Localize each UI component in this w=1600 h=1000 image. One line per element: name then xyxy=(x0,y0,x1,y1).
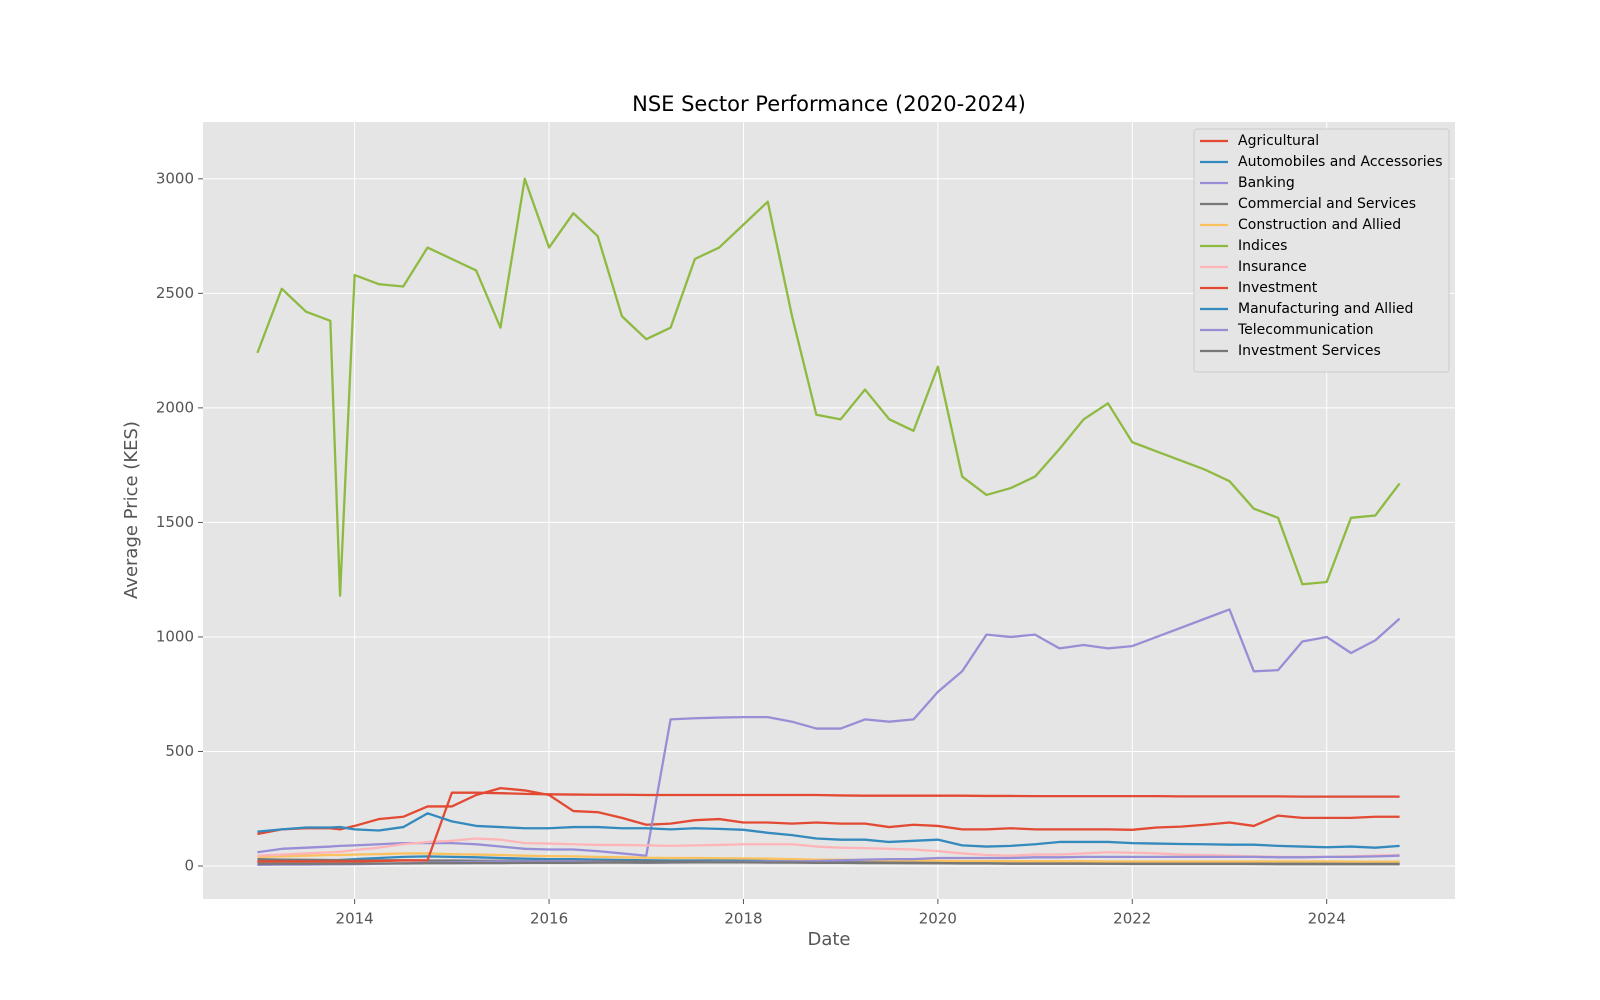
chart-title: NSE Sector Performance (2020-2024) xyxy=(632,92,1026,116)
legend: Agricultural Automobiles and Accessories B… xyxy=(1193,128,1450,373)
x-axis-label: Date xyxy=(807,929,850,950)
legend-label: Telecommunication xyxy=(1237,322,1374,338)
series-line xyxy=(257,791,1400,863)
y-tick-label: 2500 xyxy=(156,284,194,302)
legend-label: Insurance xyxy=(1238,259,1307,275)
y-tick-label: 0 xyxy=(184,857,194,875)
legend-label: Investment xyxy=(1238,280,1318,296)
y-tick-label: 500 xyxy=(165,742,194,760)
legend-label: Commercial and Services xyxy=(1238,196,1416,212)
x-tick-label: 2016 xyxy=(530,910,568,928)
y-axis-label: Average Price (KES) xyxy=(121,421,142,599)
legend-label: Banking xyxy=(1238,175,1295,191)
series-line xyxy=(257,852,1400,863)
series-line xyxy=(257,786,1400,836)
legend-label: Automobiles and Accessories xyxy=(1238,154,1443,170)
y-tick-label: 2000 xyxy=(156,398,194,416)
x-tick-label: 2020 xyxy=(919,910,957,928)
x-tick-label: 2024 xyxy=(1308,910,1346,928)
series-line xyxy=(256,177,1401,597)
series-line xyxy=(257,812,1400,849)
y-tick-label: 1000 xyxy=(156,627,194,645)
legend-box xyxy=(1193,128,1450,373)
series-line xyxy=(257,861,1400,866)
x-tick-label: 2018 xyxy=(724,910,762,928)
legend-label: Manufacturing and Allied xyxy=(1238,301,1413,317)
y-tick-label: 1500 xyxy=(156,513,194,531)
x-tick-label: 2022 xyxy=(1113,910,1151,928)
legend-label: Agricultural xyxy=(1238,133,1319,149)
x-tick-label: 2014 xyxy=(336,910,374,928)
legend-label: Indices xyxy=(1238,238,1287,254)
legend-label: Investment Services xyxy=(1238,343,1381,359)
legend-label: Construction and Allied xyxy=(1238,217,1401,233)
y-tick-label: 3000 xyxy=(156,169,194,187)
series-line xyxy=(257,837,1400,858)
